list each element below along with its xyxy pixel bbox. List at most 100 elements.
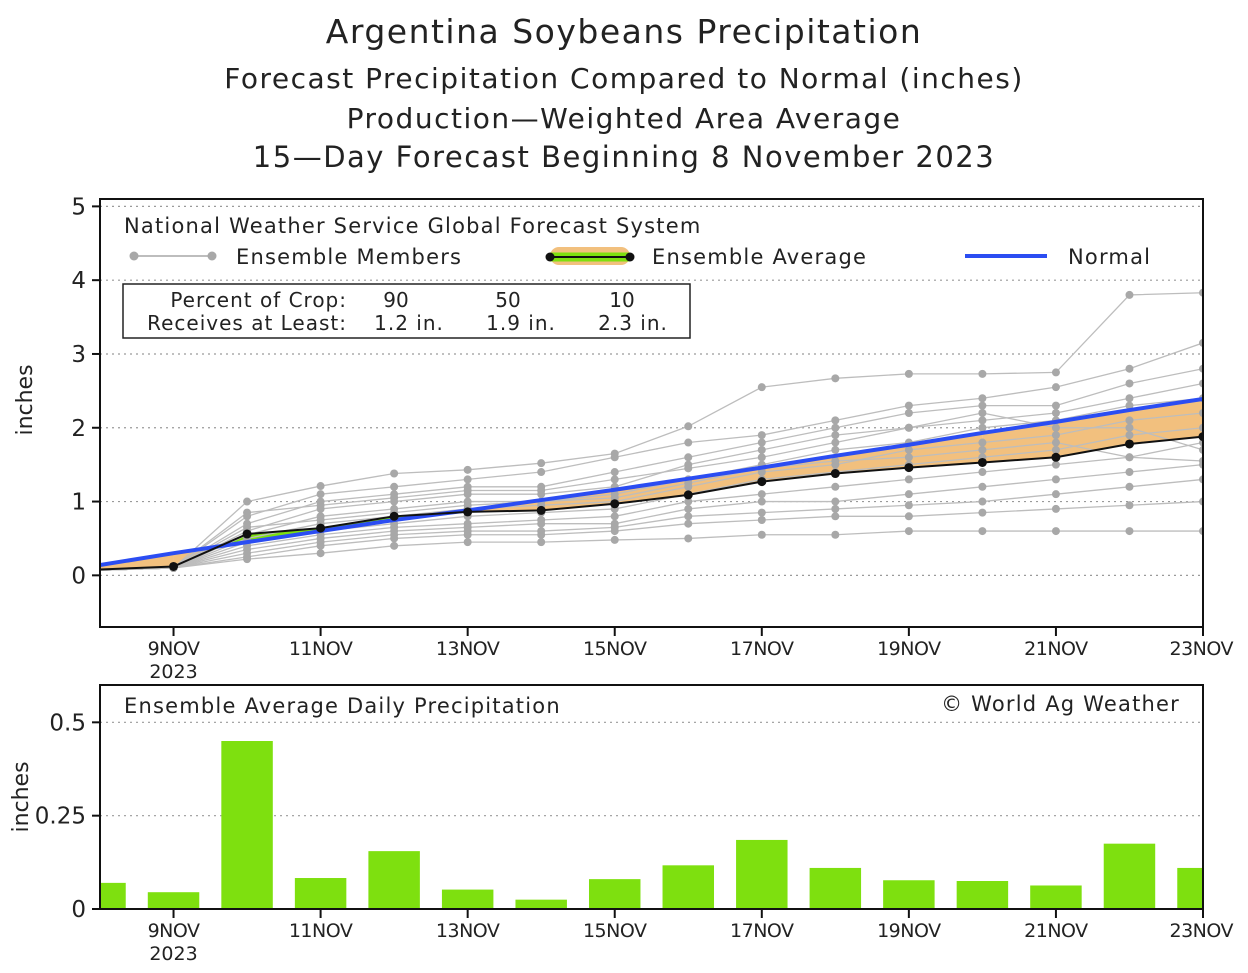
ensemble-member-point [978,401,987,410]
ensemble-member-point [757,497,766,506]
ensemble-member-point [1051,527,1060,536]
legend-average-dot [625,252,635,262]
daily-precip-bar [221,741,273,909]
crop-box-frame [122,283,691,339]
ensemble-member-point [904,445,913,454]
crop-row1-label: Percent of Crop: [170,288,347,312]
top-x-tick-label: 11NOV [289,638,353,660]
daily-bars [100,741,1203,909]
ensemble-member-point [978,482,987,491]
ensemble-member-point [904,409,913,417]
normal-line-group [100,397,1203,567]
ensemble-member-point [243,523,252,532]
legend-average-dot [545,252,555,262]
ensemble-member-point [904,490,913,499]
ensemble-member-line [100,382,1203,571]
ensemble-member-point [610,453,619,462]
bottom-y-tick-label: 0 [71,897,86,923]
crop-percent-90: 90 [383,288,408,312]
chart-subtitle-1: Forecast Precipitation Compared to Norma… [224,62,1024,95]
daily-precip-bar [662,865,715,909]
ensemble-member-point [1125,482,1134,491]
ensemble-member-point [831,504,840,513]
ensemble-member-point [316,490,325,499]
ensemble-member-point [831,482,840,491]
ensemble-member-point [978,527,987,536]
ensemble-member-point [978,369,987,378]
ensemble-member-point [831,416,840,425]
ensemble-member-point [1051,368,1060,377]
ensemble-member-point [537,486,546,495]
ensemble-member-point [684,453,693,462]
bottom-x-tick-label: 15NOV [583,920,647,942]
ensemble-member-point [243,508,252,517]
top-x-axis: 9NOV 11NOV 13NOV 15NOV 17NOV 19NOV 21NOV 23NOV 2… [148,627,1234,683]
ensemble-average-point [757,477,767,487]
bottom-x-tick-label: 21NOV [1024,920,1088,942]
daily-precip-bar [588,879,641,909]
ensemble-member-line [100,368,1203,571]
bottom-x-axis: 9NOV 11NOV 13NOV 15NOV 17NOV 19NOV 21NOV 23NOV 2… [148,909,1234,965]
ensemble-member-line [100,342,1203,571]
ensemble-member-point [316,501,325,510]
crop-percent-50: 50 [495,288,520,312]
crop-amount-10: 2.3 in. [598,311,668,335]
bottom-x-year-label: 2023 [149,943,197,965]
ensemble-member-point [831,445,840,454]
ensemble-member-point [1051,401,1060,410]
ensemble-member-point [463,486,472,495]
ensemble-member-point [831,438,840,447]
bottom-y-axis: 0 0.25 0.5 [35,710,100,923]
ensemble-member-point [684,422,693,431]
ensemble-member-point [243,555,252,564]
ensemble-member-point [610,527,619,536]
ensemble-member-point [1051,431,1060,440]
ensemble-member-point [757,383,766,392]
top-y-tick-label: 3 [71,342,86,368]
bottom-plot-frame [99,684,1204,910]
anomaly-fill-segment [688,467,762,495]
ensemble-member-point [757,445,766,454]
bottom-x-tick-label: 17NOV [730,920,794,942]
ensemble-member-point [463,465,472,474]
legend-members-dot [207,251,217,261]
ensemble-member-line [100,500,1203,571]
crop-row2-label: Receives at Least: [147,311,347,335]
ensemble-average-point [610,499,620,509]
top-x-tick-label: 15NOV [583,638,647,660]
bottom-x-tick-label: 11NOV [289,920,353,942]
top-y-tick-label: 1 [71,490,86,516]
top-y-tick-label: 2 [71,416,86,442]
ensemble-member-point [904,527,913,536]
daily-precip-bar [809,867,862,909]
ensemble-member-point [1051,383,1060,392]
daily-precip-bar [515,899,567,909]
daily-precip-bar [1103,843,1156,909]
ensemble-member-point [1125,401,1134,410]
daily-precip-bar [956,881,1009,909]
daily-precip-bar [1030,885,1082,909]
ensemble-average-point [316,523,326,533]
crop-percent-box: Percent of Crop: Receives at Least: 90 5… [122,283,691,339]
legend-members-dot [129,251,139,261]
ensemble-average-point [683,490,693,500]
daily-precip-bar [736,839,788,909]
daily-precip-bar [147,892,200,909]
bottom-x-tick-label: 19NOV [877,920,941,942]
ensemble-member-point [684,464,693,473]
legend-normal-label: Normal [1068,245,1151,269]
top-x-year-label: 2023 [149,661,197,683]
ensemble-member-point [831,456,840,465]
ensemble-member-line [100,441,1203,571]
ensemble-member-point [1125,379,1134,388]
ensemble-average-point [463,507,473,517]
ensemble-member-point [1125,394,1134,403]
credit-label: © World Ag Weather [941,692,1180,716]
ensemble-member-point [1051,460,1060,469]
ensemble-member-point [831,431,840,440]
bottom-x-tick-label: 9NOV [148,920,200,942]
ensemble-member-point [537,468,546,477]
ensemble-member-point [243,497,252,506]
ensemble-member-point [684,438,693,447]
normal-line [100,397,1203,567]
